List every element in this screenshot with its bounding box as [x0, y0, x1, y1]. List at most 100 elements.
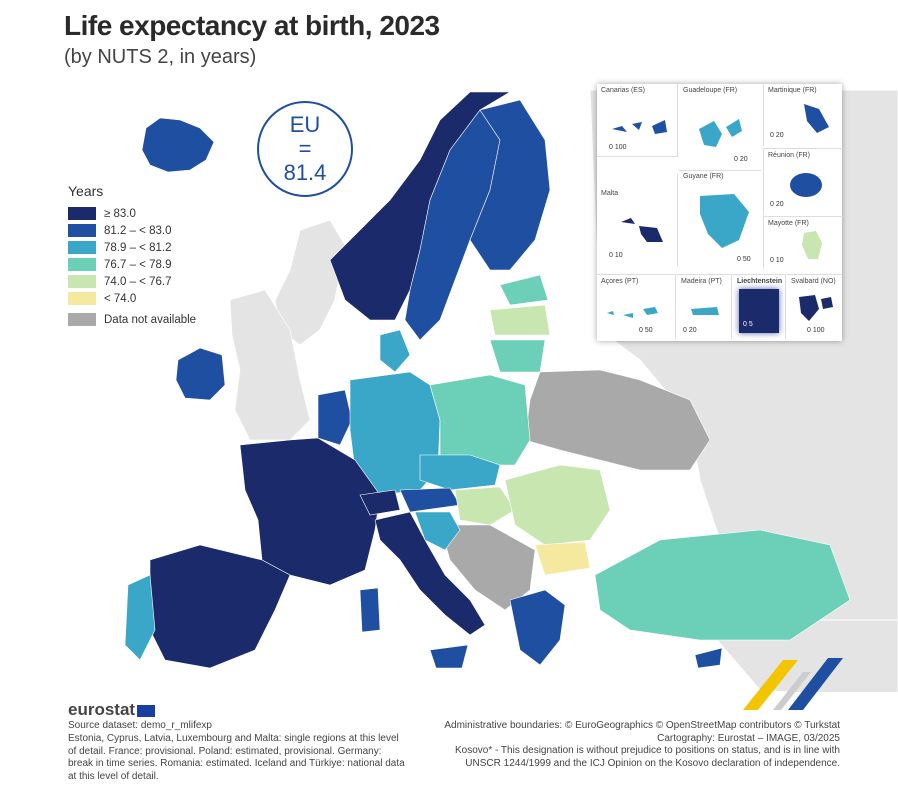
inset-scale: 0 10 — [770, 257, 784, 264]
inset-label: Guadeloupe (FR) — [683, 87, 738, 94]
inset-label: Canarias (ES) — [601, 87, 645, 94]
region-switzerland — [359, 489, 401, 516]
region-benelux — [317, 389, 353, 446]
region-iceland — [141, 117, 215, 173]
inset-scale: 0 50 — [737, 256, 751, 263]
inset-scale: 0 20 — [770, 201, 784, 208]
eu-flag-icon — [137, 704, 156, 717]
region-hungary — [454, 486, 516, 526]
legend-swatch — [68, 275, 96, 288]
inset-scale: 0 50 — [639, 327, 653, 334]
region-cyprus — [694, 647, 723, 669]
inset-scale: 0 5 — [743, 321, 753, 328]
map-subtitle: (by NUTS 2, in years) — [64, 46, 257, 68]
footnotes: Estonia, Cyprus, Latvia, Luxembourg and … — [68, 733, 405, 782]
inset-madeira: Madeira (PT) 0 20 — [677, 274, 732, 339]
legend-swatch — [68, 207, 96, 220]
credit-line: Administrative boundaries: © EuroGeograp… — [444, 720, 840, 731]
legend-item: ≥ 83.0 — [68, 205, 196, 222]
region-spain — [149, 544, 291, 669]
region-austria — [399, 487, 461, 513]
region-italy — [374, 511, 486, 636]
region-sardinia — [359, 587, 381, 633]
inset-guadeloupe: Guadeloupe (FR) 0 20 — [679, 84, 761, 171]
legend-swatch — [68, 313, 96, 326]
legend-label: 76.7 – < 78.9 — [104, 258, 172, 271]
region-portugal — [124, 574, 156, 661]
inset-label: Malta — [601, 190, 619, 197]
inset-label: Réunion (FR) — [768, 152, 811, 159]
eurostat-corner-logo — [743, 658, 843, 710]
inset-malta: Malta 0 10 — [597, 174, 678, 266]
region-romania — [504, 464, 611, 546]
region-france — [239, 437, 381, 586]
legend-item: < 74.0 — [68, 290, 196, 307]
region-lithuania — [489, 339, 546, 373]
inset-label: Açores (PT) — [601, 278, 639, 285]
legend-label: 81.2 – < 83.0 — [104, 224, 172, 237]
legend-swatch — [68, 241, 96, 254]
legend-swatch — [68, 258, 96, 271]
region-sicily — [429, 644, 469, 669]
region-bulgaria — [534, 541, 591, 576]
region-turkiye — [594, 529, 851, 641]
inset-reunion: Réunion (FR) 0 20 — [763, 148, 843, 215]
region-czechia — [419, 454, 501, 491]
legend-item: 81.2 – < 83.0 — [68, 222, 196, 239]
inset-acores: Açores (PT) 0 50 — [597, 274, 676, 339]
liechtenstein-shape — [739, 289, 779, 333]
region-greece — [509, 589, 566, 666]
eu-badge-label: EU — [289, 112, 321, 137]
region-finland — [469, 99, 551, 271]
source-line: Source dataset: demo_r_mlifexp — [68, 720, 212, 731]
inset-scale: 0 20 — [683, 327, 697, 334]
inset-martinique: Martinique (FR) 0 20 — [763, 84, 843, 146]
inset-label: Mayotte (FR) — [768, 220, 809, 227]
inset-svalbard: Svalbard (NO) 0 100 — [787, 274, 842, 339]
inset-label: Martinique (FR) — [768, 87, 817, 94]
legend-label: 74.0 – < 76.7 — [104, 275, 172, 288]
region-denmark — [379, 329, 411, 373]
eurostat-wordmark: eurostat — [68, 700, 136, 719]
credit-line: Cartography: Eurostat – IMAGE, 03/2025 — [657, 732, 840, 744]
inset-liechtenstein: Liechtenstein 0 5 — [733, 274, 786, 339]
inset-label: Guyane (FR) — [683, 173, 724, 180]
eu-badge-value: 81.4 — [283, 160, 327, 185]
credit-line: Kosovo* - This designation is without pr… — [454, 745, 840, 756]
eu-badge-equals: = — [298, 136, 312, 161]
map-title: Life expectancy at birth, 2023 — [64, 10, 440, 41]
inset-label: Liechtenstein — [737, 278, 783, 285]
inset-scale: 0 100 — [807, 327, 825, 334]
legend-label: Data not available — [104, 313, 197, 326]
inset-scale: 0 100 — [609, 144, 627, 151]
inset-guyane: Guyane (FR) 0 50 — [679, 170, 763, 266]
legend-item: 76.7 – < 78.9 — [68, 256, 196, 273]
region-croatia — [414, 511, 461, 551]
eurostat-logo: eurostat — [68, 700, 156, 720]
region-estonia — [499, 274, 549, 306]
credits: Administrative boundaries: © EuroGeograp… — [410, 720, 840, 770]
inset-label: Svalbard (NO) — [791, 278, 836, 285]
inset-mayotte: Mayotte (FR) 0 10 — [763, 216, 843, 269]
inset-scale: 0 10 — [609, 252, 623, 259]
inset-scale: 0 20 — [734, 156, 748, 163]
legend-label: < 74.0 — [104, 292, 137, 305]
credit-line: UNSCR 1244/1999 and the ICJ Opinion on t… — [465, 757, 840, 769]
eu-average-badge: EU = 81.4 — [257, 101, 353, 197]
inset-label: Madeira (PT) — [681, 278, 722, 285]
legend-label: 78.9 – < 81.2 — [104, 241, 172, 254]
inset-canarias: Canarias (ES) 0 100 — [597, 84, 678, 157]
legend-swatch — [68, 292, 96, 305]
region-poland — [429, 374, 531, 466]
region-ireland — [175, 347, 226, 401]
legend-title: Years — [68, 183, 104, 199]
inset-scale: 0 20 — [770, 132, 784, 139]
legend-item: 78.9 – < 81.2 — [68, 239, 196, 256]
legend-label: ≥ 83.0 — [104, 207, 136, 220]
legend-item: 74.0 – < 76.7 — [68, 273, 196, 290]
region-latvia — [489, 304, 551, 336]
map-legend: Years ≥ 83.0 81.2 – < 83.0 78.9 – < 81.2 76… — [68, 183, 196, 328]
legend-swatch — [68, 224, 96, 237]
insets-panel: Canarias (ES) 0 100 Guadeloupe (FR) 0 20… — [597, 84, 843, 341]
legend-item: Data not available — [68, 311, 196, 328]
